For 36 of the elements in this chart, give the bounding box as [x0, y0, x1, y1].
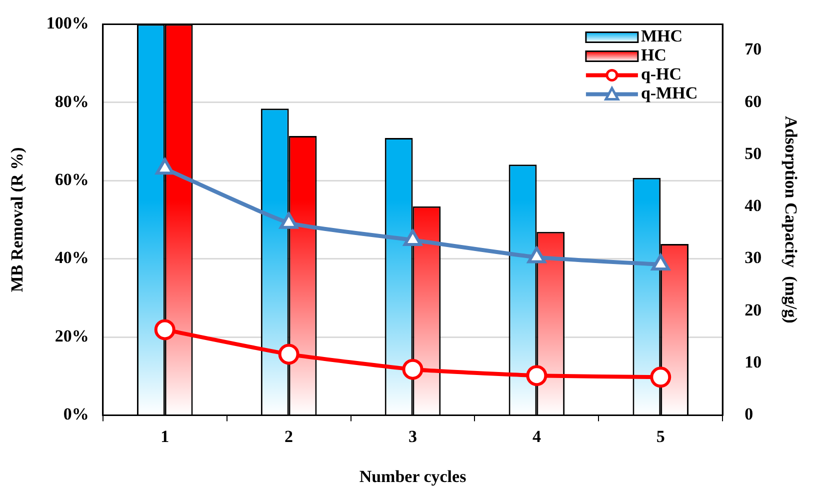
point	[403, 230, 422, 246]
point	[156, 158, 174, 175]
y2-axis-title: Adsorption Capacity (mg/g)	[781, 116, 800, 324]
y-tick-label: 100%	[46, 14, 89, 33]
point	[280, 212, 298, 229]
y-tick-label: 80%	[54, 92, 89, 111]
point	[402, 358, 424, 380]
x-tick-label: 4	[532, 426, 542, 446]
point	[154, 319, 176, 340]
legend-label: q-MHC	[640, 84, 698, 103]
y2-tick-label: 20	[744, 300, 762, 320]
point	[651, 254, 670, 271]
y-tick-label: 0%	[63, 404, 89, 424]
y2-tick-label: 30	[744, 248, 762, 268]
point	[650, 366, 672, 388]
x-tick-label: 5	[656, 426, 665, 446]
legend-label: MHC	[640, 26, 682, 46]
y2-tick-label: 10	[744, 352, 762, 372]
y2-tick-label: 60	[744, 92, 762, 111]
x-tick-label: 3	[408, 426, 417, 446]
point	[278, 344, 300, 365]
x-tick-label: 2	[284, 426, 294, 446]
point	[526, 365, 548, 386]
legend-label: q-HC	[640, 64, 682, 84]
point	[527, 246, 546, 264]
x-tick-label: 1	[160, 426, 170, 446]
legend-label: HC	[640, 46, 666, 65]
y-tick-label: 60%	[54, 170, 89, 189]
y2-tick-label: 50	[744, 144, 762, 163]
y2-tick-label: 40	[744, 196, 762, 216]
y-tick-label: 20%	[54, 326, 89, 346]
y2-tick-label: 70	[744, 40, 762, 59]
x-axis-title: Number cycles	[359, 467, 467, 486]
y2-tick-label: 0	[744, 404, 754, 424]
y-axis-title: MB Removal (R %)	[8, 147, 27, 292]
y-tick-label: 40%	[54, 248, 89, 268]
